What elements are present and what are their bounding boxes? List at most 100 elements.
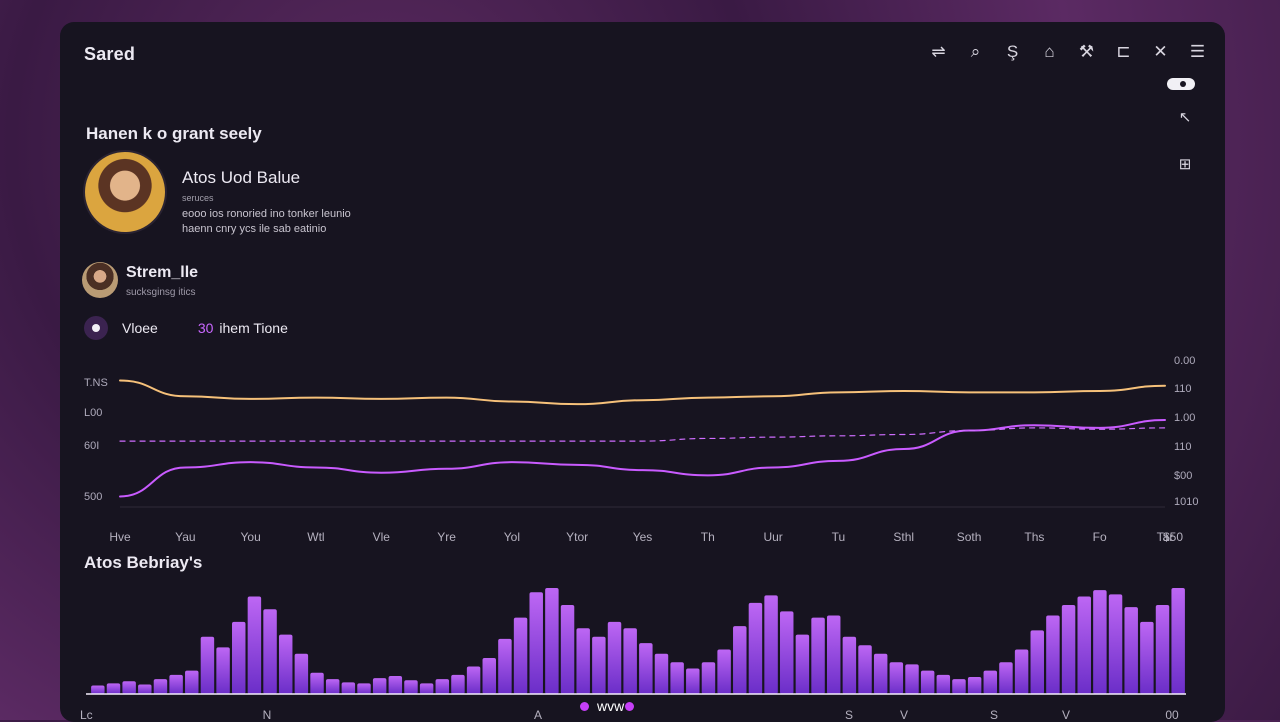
input-icon[interactable]: ⇌ [925, 38, 952, 65]
bar-chart-bar [811, 618, 824, 694]
line-chart-x-label: Ytor [566, 530, 588, 544]
user2-subtitle: sucksginsg itics [126, 287, 195, 298]
tools-glyph: ⚒ [1079, 42, 1094, 62]
close-icon[interactable]: ✕ [1147, 38, 1174, 65]
bar-chart-bar [185, 671, 198, 694]
tools-icon[interactable]: ⚒ [1073, 38, 1100, 65]
bar-chart-bar [467, 666, 480, 694]
bar-chart-bar [968, 677, 981, 694]
bar-chart-bar [420, 683, 433, 694]
line-chart-y-right-label: 1010 [1174, 496, 1198, 508]
bar-chart-bar [107, 683, 120, 694]
bar-chart-bar [1046, 616, 1059, 694]
bar-chart-bar [905, 664, 918, 694]
line-chart-x-label: Th [701, 530, 715, 544]
bar-chart-bar [639, 643, 652, 694]
line-chart-x-label: Uur [763, 530, 782, 544]
bar-chart-bar [389, 676, 402, 694]
app-title: Sared [84, 44, 135, 65]
bar-chart-bar [874, 654, 887, 694]
bar-chart-bar [999, 662, 1012, 694]
top-toolbar: ⇌ ⌕ Ş ⌂ ⚒ ⊏ ✕ ☰ [925, 38, 1211, 65]
line-chart-x-label: Wtl [307, 530, 324, 544]
pager-dot-right[interactable] [625, 702, 634, 711]
line-chart-y-right-label: 110 [1174, 441, 1192, 453]
bar-chart-bar [655, 654, 668, 694]
share-glyph: ⌂ [1044, 42, 1054, 62]
user2-name: Strem_lle [126, 264, 198, 282]
bar-chart-bar [764, 595, 777, 694]
user2-avatar [82, 262, 118, 298]
bar-chart-bar [576, 628, 589, 694]
bar-chart-bar [248, 596, 261, 694]
profile-subtitle: seruces [182, 193, 214, 203]
profile-name: Atos Uod Balue [182, 168, 300, 188]
line-chart-x-label: Soth [957, 530, 982, 544]
settings-glyph: Ş [1007, 42, 1018, 62]
line-chart-y-right-label: 1.00 [1174, 412, 1195, 424]
bar-chart-bar [201, 637, 214, 694]
bar-chart-bar [1031, 630, 1044, 694]
layout-glyph: ⊏ [1116, 42, 1130, 62]
bar-chart-bar [843, 637, 856, 694]
bar-chart-bar [357, 683, 370, 694]
bar-chart-bar [310, 673, 323, 694]
line-chart-y-left-label: 60I [84, 440, 99, 452]
bar-chart-bar [1093, 590, 1106, 694]
pager-main[interactable]: wvw [597, 699, 617, 713]
bar-chart-bar [921, 671, 934, 694]
bar-chart-bar [216, 647, 229, 694]
view-toggle[interactable] [1167, 78, 1195, 90]
bar-chart-bar [686, 669, 699, 694]
line-chart-x-label: Yau [175, 530, 195, 544]
line-chart-x-label: Fo [1093, 530, 1107, 544]
line-chart-x-label: Vle [373, 530, 391, 544]
line-chart-x-right-label: $50 [1163, 530, 1183, 544]
share-icon[interactable]: ⌂ [1036, 38, 1063, 65]
bar-chart-bar [342, 682, 355, 694]
bar-chart-bar [404, 680, 417, 694]
bar-chart-bar [1156, 605, 1169, 694]
line-chart-y-left-label: 500 [84, 491, 102, 503]
line-chart-x-label: Hve [109, 530, 131, 544]
bar-chart-bar [373, 678, 386, 694]
profile-bio-line-1: eooo ios ronoried ino tonker leunio [182, 208, 351, 220]
settings-icon[interactable]: Ş [999, 38, 1026, 65]
layout-icon[interactable]: ⊏ [1110, 38, 1137, 65]
bar-chart-bar [608, 622, 621, 694]
cursor-icon[interactable]: ↖ [1175, 108, 1195, 128]
bar-chart-bar [561, 605, 574, 694]
bar-chart-bar [154, 679, 167, 694]
bar-chart-bar [827, 616, 840, 694]
bar-chart-bar [436, 679, 449, 694]
line-chart-x-label: Yes [633, 530, 653, 544]
bar-chart-bar [232, 622, 245, 694]
bar-chart-bar [749, 603, 762, 694]
bar-chart-bar [545, 588, 558, 694]
bar-chart-bar [1062, 605, 1075, 694]
bar-chart-bar [169, 675, 182, 694]
search-icon[interactable]: ⌕ [962, 38, 989, 65]
grid-icon[interactable]: ⊞ [1175, 155, 1195, 175]
bar-chart-bar [952, 679, 965, 694]
line-chart-y-left-label: L00 [84, 407, 102, 419]
bar-chart-bar [263, 609, 276, 694]
menu-icon[interactable]: ☰ [1184, 38, 1211, 65]
input-glyph: ⇌ [931, 42, 945, 62]
bar-chart-bar [326, 679, 339, 694]
line-series-1 [120, 380, 1165, 404]
line-chart-x-label: Yol [504, 530, 520, 544]
bar-chart-bar [623, 628, 636, 694]
bar-chart-bar [780, 611, 793, 694]
bar-chart-bar [670, 662, 683, 694]
bar-chart-bar [937, 675, 950, 694]
line-series-2 [120, 420, 1165, 496]
bar-chart-bar [279, 635, 292, 694]
search-glyph: ⌕ [971, 42, 981, 62]
line-chart-y-right-label: 110 [1174, 383, 1192, 395]
pager-dot-left[interactable] [580, 702, 589, 711]
